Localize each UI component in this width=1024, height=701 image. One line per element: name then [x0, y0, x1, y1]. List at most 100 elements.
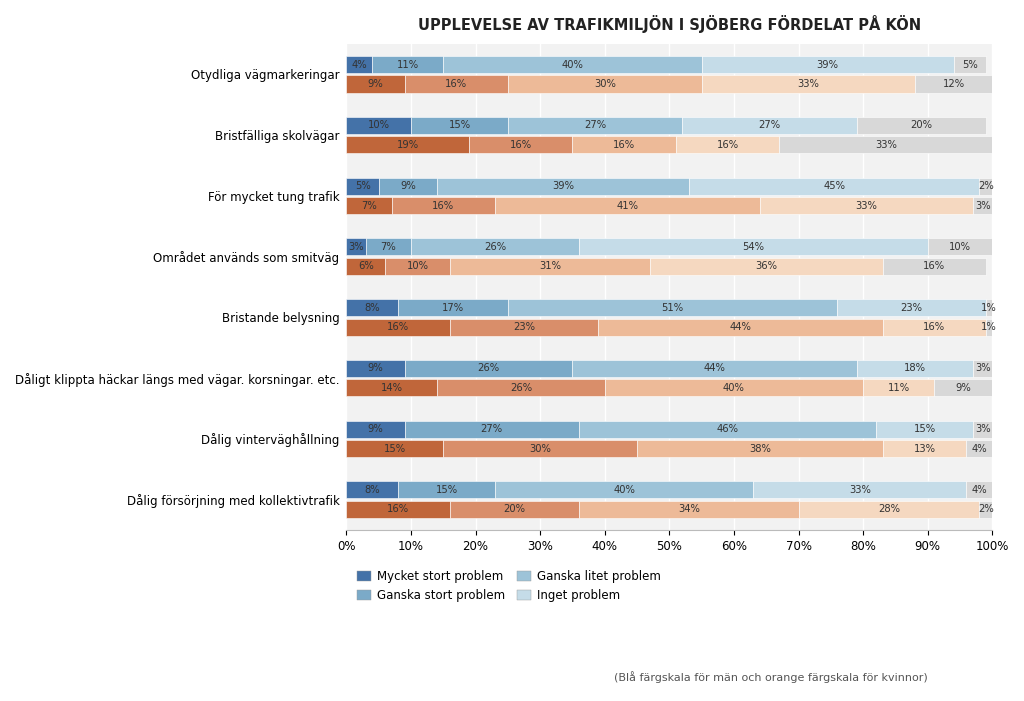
Text: 18%: 18%: [904, 363, 926, 374]
Text: 15%: 15%: [384, 444, 406, 454]
Bar: [986, 318, 992, 336]
Bar: [689, 177, 979, 195]
Bar: [398, 299, 508, 316]
Bar: [579, 238, 928, 255]
Bar: [495, 482, 754, 498]
Text: 11%: 11%: [888, 383, 909, 393]
Bar: [928, 238, 992, 255]
Text: 41%: 41%: [616, 200, 638, 210]
Bar: [346, 238, 366, 255]
Text: 16%: 16%: [923, 322, 945, 332]
Bar: [883, 440, 967, 457]
Text: 34%: 34%: [678, 505, 699, 515]
Bar: [346, 56, 373, 73]
Text: 40%: 40%: [561, 60, 584, 69]
Bar: [605, 379, 863, 396]
Text: 45%: 45%: [823, 181, 845, 191]
Text: 12%: 12%: [942, 79, 965, 89]
Bar: [701, 56, 953, 73]
Bar: [760, 197, 973, 214]
Bar: [404, 421, 579, 437]
Bar: [986, 299, 992, 316]
Text: 27%: 27%: [584, 121, 606, 130]
Bar: [508, 299, 838, 316]
Bar: [883, 258, 986, 275]
Bar: [443, 440, 637, 457]
Text: 38%: 38%: [749, 444, 771, 454]
Text: 13%: 13%: [913, 444, 936, 454]
Bar: [385, 258, 450, 275]
Text: 30%: 30%: [529, 444, 551, 454]
Text: 33%: 33%: [798, 79, 819, 89]
Bar: [799, 501, 979, 518]
Bar: [346, 482, 398, 498]
Text: 27%: 27%: [480, 424, 503, 434]
Text: 7%: 7%: [381, 242, 396, 252]
Bar: [469, 136, 572, 154]
Text: 44%: 44%: [729, 322, 752, 332]
Text: 16%: 16%: [923, 261, 945, 271]
Bar: [443, 56, 701, 73]
Bar: [979, 501, 992, 518]
Bar: [411, 238, 579, 255]
Bar: [579, 421, 877, 437]
Text: 3%: 3%: [348, 242, 364, 252]
Text: 10%: 10%: [407, 261, 428, 271]
Text: 23%: 23%: [513, 322, 536, 332]
Bar: [682, 117, 857, 134]
Text: 15%: 15%: [913, 424, 936, 434]
Bar: [346, 318, 450, 336]
Text: 30%: 30%: [594, 79, 615, 89]
Text: 7%: 7%: [361, 200, 377, 210]
Text: 16%: 16%: [717, 139, 738, 150]
Bar: [572, 360, 857, 377]
Text: 17%: 17%: [442, 303, 464, 313]
Text: 11%: 11%: [396, 60, 419, 69]
Bar: [346, 501, 450, 518]
Text: 16%: 16%: [432, 200, 455, 210]
Bar: [934, 379, 992, 396]
Text: 33%: 33%: [874, 139, 897, 150]
Bar: [450, 258, 650, 275]
Bar: [366, 238, 411, 255]
Text: 15%: 15%: [449, 121, 471, 130]
Bar: [857, 360, 973, 377]
Bar: [495, 197, 760, 214]
Bar: [754, 482, 967, 498]
Bar: [346, 197, 391, 214]
Bar: [967, 482, 992, 498]
Text: 8%: 8%: [365, 303, 380, 313]
Text: 26%: 26%: [484, 242, 506, 252]
Bar: [398, 482, 495, 498]
Bar: [701, 76, 914, 93]
Text: 39%: 39%: [552, 181, 573, 191]
Text: 14%: 14%: [381, 383, 402, 393]
Text: 36%: 36%: [756, 261, 777, 271]
Bar: [346, 421, 404, 437]
Text: 5%: 5%: [354, 181, 371, 191]
Text: 3%: 3%: [975, 363, 990, 374]
Bar: [346, 440, 443, 457]
Text: 33%: 33%: [855, 200, 878, 210]
Text: 2%: 2%: [978, 181, 993, 191]
Bar: [346, 117, 411, 134]
Bar: [391, 197, 495, 214]
Bar: [508, 76, 701, 93]
Bar: [437, 379, 605, 396]
Text: 28%: 28%: [878, 505, 900, 515]
Text: 9%: 9%: [400, 181, 416, 191]
Bar: [979, 177, 992, 195]
Legend: Mycket stort problem, Ganska stort problem, Ganska litet problem, Inget problem: Mycket stort problem, Ganska stort probl…: [352, 566, 666, 607]
Text: 10%: 10%: [368, 121, 390, 130]
Text: 26%: 26%: [510, 383, 531, 393]
Text: 9%: 9%: [368, 424, 383, 434]
Text: 44%: 44%: [703, 363, 726, 374]
Bar: [973, 421, 992, 437]
Text: 2%: 2%: [978, 505, 993, 515]
Bar: [598, 318, 883, 336]
Bar: [973, 197, 992, 214]
Text: 1%: 1%: [981, 322, 997, 332]
Text: 26%: 26%: [477, 363, 500, 374]
Bar: [967, 440, 992, 457]
Bar: [508, 117, 682, 134]
